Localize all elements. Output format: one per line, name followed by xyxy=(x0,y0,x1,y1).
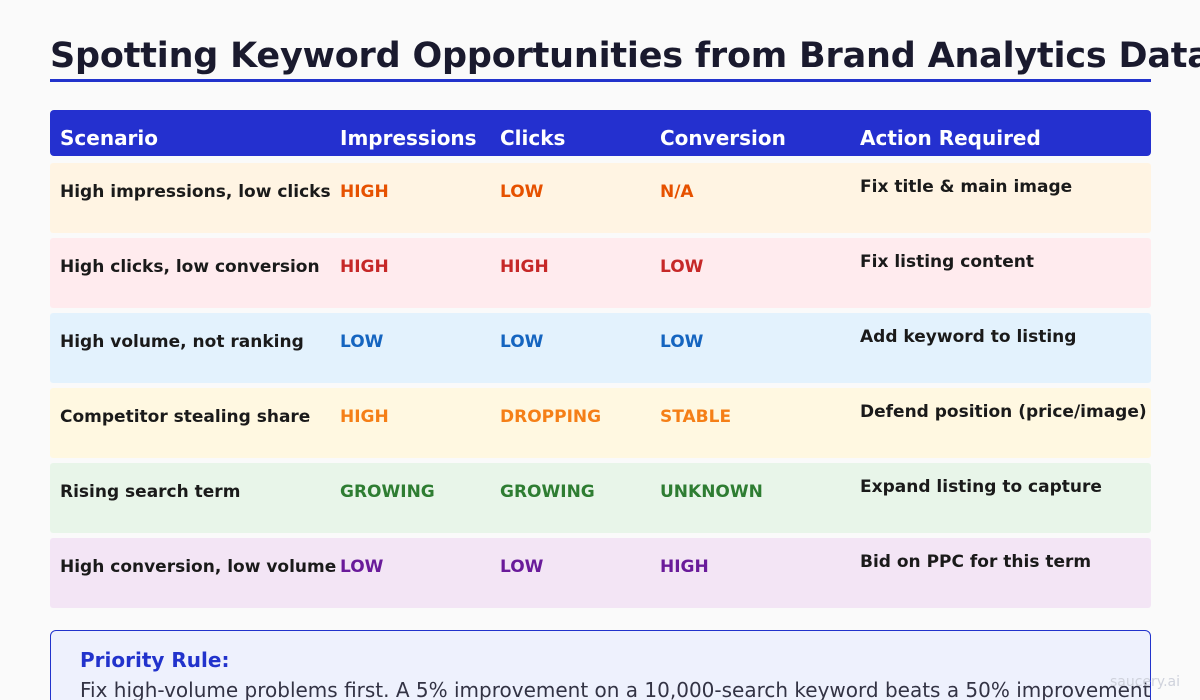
title-underline xyxy=(50,79,1151,82)
clicks-cell: LOW xyxy=(500,557,544,577)
conversion-cell: LOW xyxy=(660,257,704,277)
clicks-cell: DROPPING xyxy=(500,407,602,427)
page-title: Spotting Keyword Opportunities from Bran… xyxy=(50,36,1200,76)
priority-rule-title: Priority Rule: xyxy=(80,648,230,672)
impressions-cell: HIGH xyxy=(340,257,389,277)
header-clicks: Clicks xyxy=(500,126,566,150)
conversion-cell: UNKNOWN xyxy=(660,482,763,502)
clicks-cell: LOW xyxy=(500,182,544,202)
impressions-cell: HIGH xyxy=(340,182,389,202)
scenario-cell: High impressions, low clicks xyxy=(60,182,331,202)
clicks-cell: HIGH xyxy=(500,257,549,277)
header-conversion: Conversion xyxy=(660,126,786,150)
priority-rule-box: Priority Rule: Fix high-volume problems … xyxy=(50,630,1151,700)
clicks-cell: LOW xyxy=(500,332,544,352)
scenario-cell: High clicks, low conversion xyxy=(60,257,320,277)
table-row: Rising search term GROWING GROWING UNKNO… xyxy=(50,463,1151,533)
table-header: Scenario Impressions Clicks Conversion A… xyxy=(50,110,1151,156)
opportunity-table: Scenario Impressions Clicks Conversion A… xyxy=(50,110,1151,608)
table-row: Competitor stealing share HIGH DROPPING … xyxy=(50,388,1151,458)
watermark: saucery.ai xyxy=(1109,674,1180,690)
conversion-cell: LOW xyxy=(660,332,704,352)
table-row: High impressions, low clicks HIGH LOW N/… xyxy=(50,163,1151,233)
scenario-cell: High volume, not ranking xyxy=(60,332,304,352)
action-cell: Add keyword to listing xyxy=(860,327,1077,347)
scenario-cell: High conversion, low volume xyxy=(60,557,337,577)
header-action: Action Required xyxy=(860,126,1041,150)
action-cell: Bid on PPC for this term xyxy=(860,552,1092,572)
table-row: High conversion, low volume LOW LOW HIGH… xyxy=(50,538,1151,608)
impressions-cell: GROWING xyxy=(340,482,435,502)
impressions-cell: HIGH xyxy=(340,407,389,427)
scenario-cell: Competitor stealing share xyxy=(60,407,311,427)
conversion-cell: HIGH xyxy=(660,557,709,577)
impressions-cell: LOW xyxy=(340,332,384,352)
table-row: High volume, not ranking LOW LOW LOW Add… xyxy=(50,313,1151,383)
header-scenario: Scenario xyxy=(60,126,159,150)
conversion-cell: STABLE xyxy=(660,407,732,427)
scenario-cell: Rising search term xyxy=(60,482,241,502)
clicks-cell: GROWING xyxy=(500,482,595,502)
header-impressions: Impressions xyxy=(340,126,477,150)
action-cell: Fix title & main image xyxy=(860,177,1073,197)
action-cell: Fix listing content xyxy=(860,252,1034,272)
impressions-cell: LOW xyxy=(340,557,384,577)
table-row: High clicks, low conversion HIGH HIGH LO… xyxy=(50,238,1151,308)
priority-rule-text: Fix high-volume problems first. A 5% imp… xyxy=(80,678,1151,700)
action-cell: Defend position (price/image) xyxy=(860,402,1147,422)
action-cell: Expand listing to capture xyxy=(860,477,1102,497)
conversion-cell: N/A xyxy=(660,182,694,202)
